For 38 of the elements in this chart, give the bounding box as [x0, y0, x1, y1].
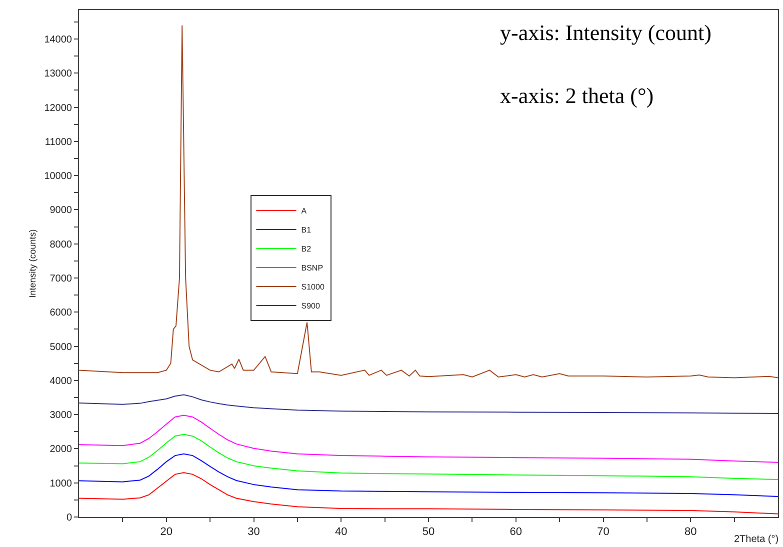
y-tick-label: 3000	[50, 410, 72, 422]
y-tick-label: 6000	[50, 308, 72, 319]
line-series	[79, 24, 778, 378]
x-tick-label: 40	[335, 526, 348, 538]
line-series	[79, 414, 778, 463]
annotation: x-axis: 2 theta (°)	[500, 83, 654, 108]
y-axis-title: Intensity (counts)	[28, 229, 38, 298]
y-tick-label: 0	[66, 512, 72, 524]
x-tick-label: 50	[422, 526, 435, 538]
line-series	[79, 434, 778, 480]
y-tick-label: 2000	[50, 444, 72, 456]
x-tick-label: 30	[248, 526, 260, 538]
legend-label: S900	[301, 302, 320, 311]
y-tick-label: 11000	[44, 136, 72, 148]
y-tick-label: 8000	[50, 239, 72, 250]
legend-label: A	[301, 206, 308, 216]
y-tick-label: 1000	[50, 478, 72, 490]
legend-label: B1	[301, 226, 312, 235]
y-tick-label: 5000	[50, 342, 72, 353]
x-tick-label: 70	[597, 526, 610, 538]
line-series	[79, 472, 778, 514]
x-axis-title: 2Theta (°)	[734, 534, 779, 545]
legend-label: B2	[301, 244, 312, 254]
y-tick-label: 14000	[44, 34, 72, 46]
y-tick-label: 12000	[44, 102, 72, 114]
y-tick-label: 10000	[44, 171, 72, 182]
y-tick-label: 9000	[50, 205, 72, 216]
x-tick-label: 20	[160, 526, 173, 538]
x-tick-label: 80	[684, 526, 697, 538]
legend-label: BSNP	[301, 264, 324, 273]
line-series	[79, 453, 778, 498]
x-tick-label: 60	[510, 526, 522, 538]
y-tick-label: 13000	[44, 68, 72, 80]
legend-label: S1000	[301, 282, 325, 292]
y-tick-label: 7000	[50, 274, 72, 285]
line-series	[79, 394, 778, 414]
y-tick-label: 4000	[50, 376, 72, 387]
annotation: y-axis: Intensity (count)	[500, 20, 712, 45]
